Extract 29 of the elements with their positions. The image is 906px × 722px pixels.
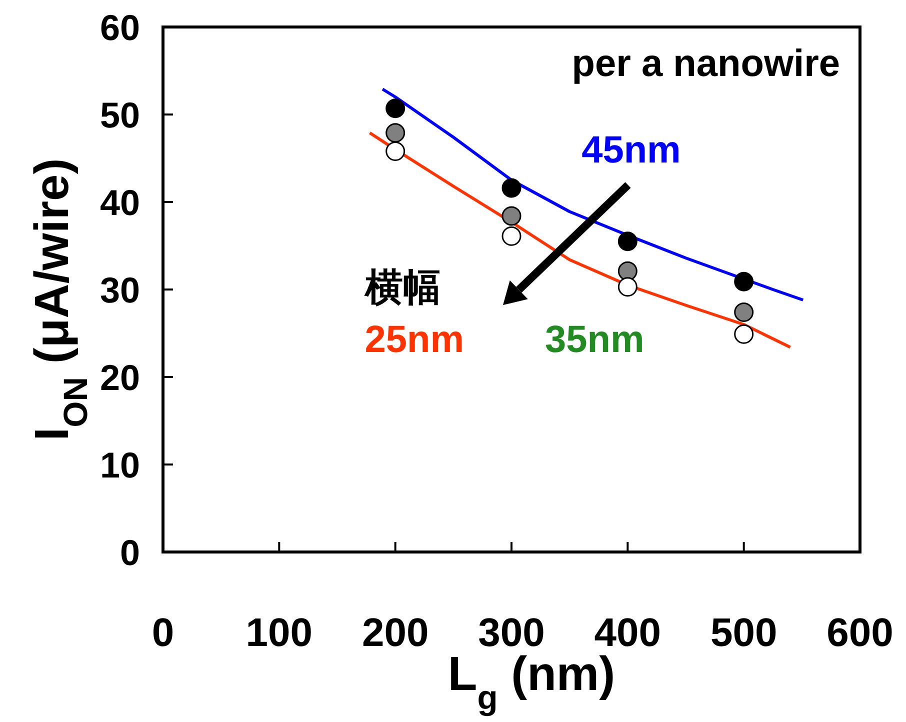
point [734, 302, 754, 322]
annotation: 横幅 [364, 267, 441, 309]
point [386, 123, 406, 143]
y-tick-label: 30 [100, 270, 140, 310]
y-tick-label: 10 [100, 444, 140, 486]
x-tick-label: 0 [152, 611, 174, 655]
text: 25nm [364, 318, 464, 361]
point [618, 277, 638, 297]
y-tick-label: 0 [120, 532, 140, 573]
point [502, 206, 522, 226]
annotation: per a nanowire [572, 43, 840, 85]
point [618, 232, 638, 252]
point [618, 261, 638, 281]
y-tick-label: 60 [100, 7, 140, 48]
x-tick-label: 500 [710, 611, 778, 655]
x-tick-label: 200 [362, 611, 429, 655]
point [734, 324, 754, 344]
y-tick-label: 20 [100, 357, 140, 398]
series-label: 45nm [582, 130, 681, 172]
point [386, 142, 406, 161]
point [502, 226, 522, 246]
x-tick-label: 600 [826, 611, 894, 655]
point [386, 98, 406, 118]
y-tick-label: 50 [100, 94, 140, 136]
annotation: 35nm [545, 319, 644, 361]
point [734, 272, 754, 292]
y-tick-label: 40 [100, 182, 140, 223]
x-tick-label: 100 [246, 611, 313, 655]
point [502, 178, 522, 198]
